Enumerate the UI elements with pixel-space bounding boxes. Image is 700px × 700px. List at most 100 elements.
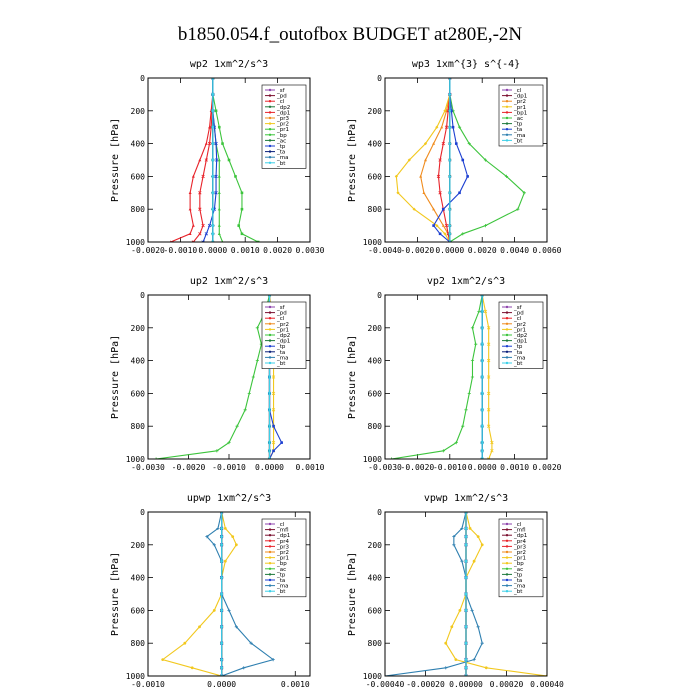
legend-marker xyxy=(505,562,509,565)
legend-entry: _pr1 xyxy=(276,556,289,562)
data-point xyxy=(460,559,464,563)
data-point xyxy=(461,232,465,236)
legend-marker xyxy=(505,528,509,531)
data-point xyxy=(450,625,454,629)
data-point xyxy=(217,232,221,235)
series-pr1 xyxy=(480,295,494,459)
data-point xyxy=(483,158,488,162)
series-pr2 xyxy=(419,78,452,242)
data-point xyxy=(280,441,283,444)
series-line xyxy=(156,295,271,459)
legend-entry: _dp1 xyxy=(276,339,290,345)
legend-entry: _pr3 xyxy=(513,544,527,550)
data-point xyxy=(201,240,205,242)
series-line xyxy=(432,78,469,242)
data-point xyxy=(440,125,444,129)
legend-marker xyxy=(505,333,509,337)
legend-entry: _ta xyxy=(276,150,285,156)
data-point xyxy=(255,359,259,363)
legend-entry: _pr1 xyxy=(276,327,289,333)
data-point xyxy=(424,158,427,162)
y-tick-label: 0 xyxy=(140,508,145,517)
y-tick-label: 1000 xyxy=(363,238,382,247)
legend-entry: _ma xyxy=(513,584,525,590)
y-tick-label: 800 xyxy=(131,422,146,431)
legend-entry: _bt xyxy=(513,138,523,144)
data-point xyxy=(214,191,218,195)
data-point xyxy=(234,625,238,629)
plot-area xyxy=(385,512,547,676)
panel-title: wp3 1xm^{3} s^{-4} xyxy=(412,59,520,70)
data-point xyxy=(432,142,436,145)
legend-entry: _mfl xyxy=(276,528,289,534)
data-point xyxy=(234,175,237,178)
legend-marker xyxy=(505,328,509,331)
data-point xyxy=(444,125,449,129)
legend-marker xyxy=(505,317,509,320)
panel-title: vpwp 1xm^2/s^3 xyxy=(424,493,508,504)
data-point xyxy=(220,609,224,612)
data-point xyxy=(212,609,216,612)
series-line xyxy=(170,78,214,242)
data-point xyxy=(214,141,218,146)
data-point xyxy=(271,658,275,662)
x-tick-label: 0.0030 xyxy=(296,246,325,255)
data-point xyxy=(240,232,244,236)
data-point xyxy=(486,375,491,379)
data-point xyxy=(240,207,244,211)
legend-marker xyxy=(505,578,509,582)
data-point xyxy=(188,232,192,235)
legend-marker xyxy=(268,590,272,593)
legend-entry: _ma xyxy=(276,155,288,161)
y-axis-label: Pressure [hPa] xyxy=(347,335,358,419)
data-point xyxy=(220,576,224,579)
data-point xyxy=(198,625,201,629)
data-point xyxy=(267,457,272,459)
data-point xyxy=(154,457,158,459)
y-tick-label: 800 xyxy=(131,639,146,648)
y-tick-label: 600 xyxy=(368,172,383,181)
panel-1: wp2 1xm^2/s^3 Pressure [hPa] 0 200 400 600 800… xyxy=(110,59,325,255)
legend-marker xyxy=(268,116,272,120)
y-tick-label: 800 xyxy=(368,422,383,431)
data-point xyxy=(448,109,452,113)
data-point xyxy=(480,440,484,445)
plot-area xyxy=(169,78,260,242)
data-point xyxy=(240,191,244,195)
plot-area xyxy=(161,512,275,676)
legend-marker xyxy=(505,139,509,142)
data-point xyxy=(464,658,468,661)
data-point xyxy=(448,158,452,162)
data-point xyxy=(211,175,215,178)
y-tick-label: 0 xyxy=(377,291,382,300)
data-point xyxy=(480,342,484,346)
legend-entry: _dp2 xyxy=(276,105,290,111)
data-point xyxy=(454,142,458,145)
y-tick-label: 800 xyxy=(131,205,146,214)
data-point xyxy=(448,224,452,228)
data-point xyxy=(217,191,221,194)
legend-marker xyxy=(268,333,272,337)
legend-entry: _bt xyxy=(276,589,286,595)
data-point xyxy=(422,191,426,194)
data-point xyxy=(220,559,224,563)
series-bt xyxy=(480,295,484,459)
data-point xyxy=(211,109,215,113)
data-point xyxy=(211,125,215,129)
legend-entry: _ta xyxy=(276,578,285,584)
series-line xyxy=(385,512,483,676)
data-point xyxy=(211,240,215,242)
legend-entry: _cl xyxy=(276,316,285,322)
legend-entry: _cl xyxy=(276,99,285,105)
series-bt xyxy=(220,512,224,676)
data-point xyxy=(215,449,219,453)
legend-entry: _tp xyxy=(276,572,286,578)
legend-marker xyxy=(505,305,509,309)
legend-marker xyxy=(505,567,509,570)
x-tick-label: 0.0010 xyxy=(296,463,325,472)
legend-marker xyxy=(505,133,509,136)
data-point xyxy=(490,449,494,453)
data-point xyxy=(412,207,416,211)
legend-entry: _pr1 xyxy=(513,556,526,562)
data-point xyxy=(443,109,447,113)
